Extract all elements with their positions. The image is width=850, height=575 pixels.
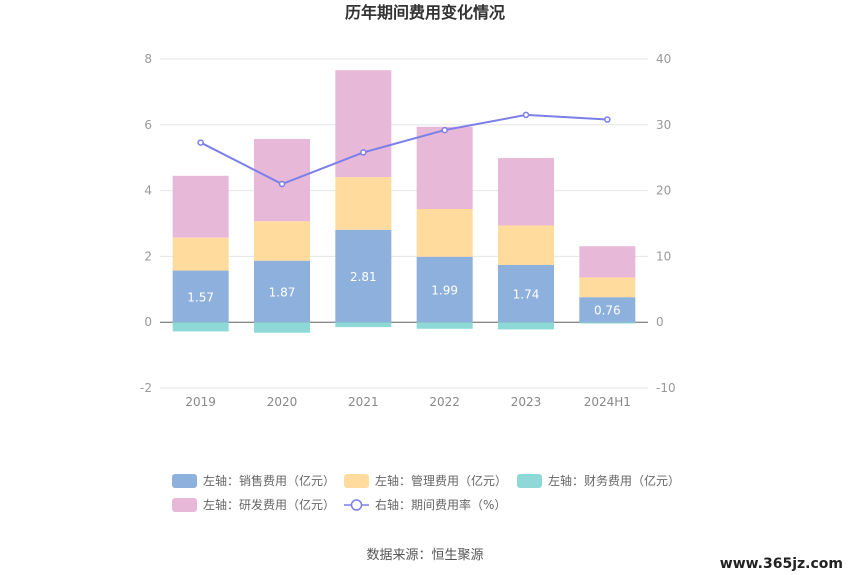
rate-point: [441, 126, 448, 134]
bar-segment: [254, 221, 310, 261]
rate-point: [197, 139, 204, 146]
legend: 左轴：销售费用（亿元） 左轴：管理费用（亿元） 左轴：财务费用（亿元） 左轴：研发费用…: [172, 473, 680, 512]
left-tick-label: 6: [144, 118, 152, 132]
bar-segment: [172, 237, 229, 271]
bar-data-label: 1.57: [187, 290, 214, 304]
legend-label: 左轴：研发费用（亿元）: [203, 497, 335, 512]
data-labels: 1.57 1.87 2.81 1.99 1.74 0.76: [187, 270, 620, 318]
bar-segment: [172, 322, 229, 332]
x-tick-label: 2019: [185, 395, 216, 409]
legend-label: 左轴：管理费用（亿元）: [375, 473, 507, 488]
bar-segment: [498, 264, 554, 323]
bar-segment: [335, 177, 392, 230]
rate-line: [197, 111, 611, 188]
legend-label: 右轴：期间费用率（%）: [375, 497, 506, 512]
legend-swatch: [344, 474, 369, 488]
bar-segment: [172, 270, 229, 323]
watermark: www.365jz.com: [720, 556, 843, 572]
data-source: 数据来源：恒生聚源: [366, 548, 483, 563]
bar-data-label: 2.81: [350, 270, 377, 284]
bar-segment: [254, 322, 310, 333]
bar-segment: [172, 175, 229, 238]
rate-point: [604, 116, 611, 123]
x-tick-label: 2023: [511, 395, 542, 409]
bar-segment: [416, 256, 473, 323]
x-tick-label: 2022: [429, 395, 460, 409]
bar-segment: [579, 322, 636, 324]
right-tick-label: -10: [656, 381, 676, 395]
left-tick-label: 2: [144, 249, 152, 263]
right-tick-label: 40: [656, 52, 671, 66]
bar-segment: [498, 158, 554, 226]
bar-segment: [416, 209, 473, 257]
x-tick-label: 2021: [348, 395, 379, 409]
bar-data-label: 1.74: [513, 288, 540, 302]
bar-data-label: 1.87: [269, 285, 296, 299]
bars: [172, 70, 636, 333]
legend-swatch: [172, 498, 197, 512]
rate-point: [278, 180, 286, 188]
legend-label: 左轴：销售费用（亿元）: [203, 473, 335, 488]
bar-data-label: 0.76: [594, 304, 621, 318]
left-tick-label: 4: [144, 184, 152, 198]
bar-data-label: 1.99: [431, 283, 458, 297]
right-tick-label: 0: [656, 315, 664, 329]
grid-lines: [160, 58, 648, 389]
bar-segment: [498, 225, 554, 265]
bar-segment: [416, 126, 473, 210]
bar-segment: [579, 277, 636, 298]
right-tick-label: 30: [656, 118, 671, 132]
legend-swatch: [517, 474, 542, 488]
x-tick-label: 2024H1: [584, 395, 631, 409]
chart-title: 历年期间费用变化情况: [345, 3, 505, 22]
left-axis: -2 0 2 4 6 8: [140, 52, 152, 395]
x-axis: 2019 2020 2021 2022 2023 2024H1: [185, 395, 631, 409]
bar-segment: [254, 260, 310, 323]
bar-segment: [335, 229, 392, 323]
rate-point: [522, 111, 530, 119]
rate-line-path: [200, 113, 608, 186]
bar-segment: [579, 246, 636, 278]
bar-segment: [416, 322, 473, 329]
bar-segment: [498, 322, 554, 330]
bar-segment: [335, 322, 392, 328]
left-tick-label: 8: [144, 52, 152, 66]
left-tick-label: 0: [144, 315, 152, 329]
bar-segment: [579, 297, 636, 323]
legend-swatch: [172, 474, 197, 488]
legend-label: 左轴：财务费用（亿元）: [548, 473, 680, 488]
left-tick-label: -2: [140, 381, 152, 395]
right-tick-label: 10: [656, 249, 671, 263]
legend-marker: [350, 499, 363, 511]
right-tick-label: 20: [656, 184, 671, 198]
right-axis: -10 0 10 20 30 40: [656, 52, 676, 395]
x-tick-label: 2020: [267, 395, 298, 409]
rate-point: [360, 149, 367, 156]
bar-segment: [254, 138, 310, 222]
